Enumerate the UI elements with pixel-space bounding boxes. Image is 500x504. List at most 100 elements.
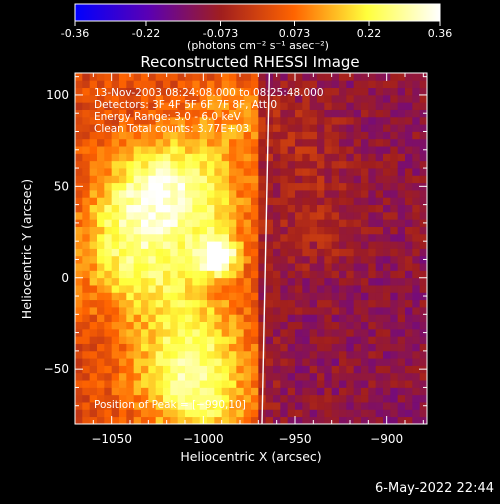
heatmap-cell — [265, 182, 274, 191]
heatmap-cell — [199, 380, 208, 388]
heatmap-cell — [199, 241, 208, 249]
heatmap-cell — [258, 80, 267, 89]
heatmap-cell — [302, 402, 311, 410]
heatmap-cell — [317, 182, 325, 191]
heatmap-cell — [199, 350, 208, 359]
heatmap-cell — [229, 116, 237, 125]
heatmap-cell — [302, 270, 311, 279]
heatmap-cell — [119, 336, 127, 344]
heatmap-cell — [265, 365, 274, 374]
heatmap-cell — [302, 153, 311, 162]
heatmap-cell — [133, 182, 142, 191]
heatmap-cell — [309, 372, 318, 381]
heatmap-cell — [258, 116, 267, 125]
heatmap-cell — [302, 94, 311, 103]
heatmap-cell — [309, 292, 318, 301]
heatmap-cell — [251, 73, 259, 81]
heatmap-cell — [375, 211, 384, 220]
heatmap-cell — [148, 80, 157, 89]
heatmap-cell — [97, 211, 105, 220]
heatmap-cell — [287, 402, 296, 410]
heatmap-cell — [390, 321, 399, 330]
heatmap-cell — [119, 402, 127, 410]
heatmap-cell — [111, 409, 120, 418]
heatmap-cell — [207, 307, 215, 315]
heatmap-cell — [273, 402, 281, 410]
heatmap-cell — [273, 328, 281, 337]
heatmap-cell — [82, 219, 91, 227]
heatmap-cell — [251, 285, 259, 293]
heatmap-cell — [97, 321, 105, 330]
heatmap-cell — [295, 219, 303, 227]
heatmap-cell — [368, 372, 377, 381]
heatmap-cell — [383, 131, 391, 140]
heatmap-cell — [287, 131, 296, 140]
heatmap-cell — [287, 102, 296, 110]
heatmap-cell — [104, 277, 113, 286]
heatmap-cell — [280, 402, 289, 410]
heatmap-cell — [126, 409, 135, 418]
heatmap-cell — [104, 285, 113, 293]
heatmap-cell — [397, 146, 406, 154]
heatmap-cell — [265, 109, 274, 118]
heatmap-cell — [368, 102, 377, 110]
heatmap-cell — [192, 116, 201, 125]
heatmap-cell — [251, 204, 259, 213]
heatmap-cell — [89, 255, 98, 264]
heatmap-cell — [133, 131, 142, 140]
heatmap-cell — [133, 233, 142, 242]
heatmap-cell — [273, 314, 281, 323]
heatmap-cell — [243, 299, 252, 308]
heatmap-cell — [214, 197, 223, 206]
heatmap-cell — [141, 285, 149, 293]
heatmap-cell — [397, 358, 406, 366]
heatmap-cell — [236, 109, 245, 118]
heatmap-cell — [89, 219, 98, 227]
heatmap-cell — [361, 190, 369, 198]
heatmap-cell — [236, 409, 245, 418]
heatmap-cell — [214, 73, 223, 81]
heatmap-cell — [339, 387, 347, 396]
heatmap-cell — [317, 299, 325, 308]
heatmap-cell — [111, 336, 120, 344]
heatmap-cell — [309, 328, 318, 337]
heatmap-cell — [192, 226, 201, 235]
annotation-energy-range: Energy Range: 3.0 - 6.0 keV — [94, 111, 242, 123]
heatmap-cell — [346, 241, 355, 249]
heatmap-cell — [346, 182, 355, 191]
heatmap-cell — [170, 241, 179, 249]
heatmap-cell — [353, 138, 362, 147]
heatmap-cell — [405, 402, 413, 410]
heatmap-cell — [324, 343, 333, 352]
heatmap-cell — [397, 109, 406, 118]
heatmap-cell — [221, 409, 230, 418]
heatmap-cell — [243, 146, 252, 154]
heatmap-cell — [390, 131, 399, 140]
heatmap-cell — [111, 285, 120, 293]
heatmap-cell — [155, 80, 164, 89]
heatmap-cell — [155, 409, 164, 418]
heatmap-cell — [170, 387, 179, 396]
heatmap-cell — [309, 387, 318, 396]
heatmap-cell — [309, 233, 318, 242]
heatmap-cell — [229, 358, 237, 366]
heatmap-cell — [353, 94, 362, 103]
heatmap-cell — [258, 168, 267, 176]
heatmap-cell — [177, 219, 186, 227]
heatmap-cell — [199, 248, 208, 257]
heatmap-cell — [258, 365, 267, 374]
heatmap-cell — [324, 336, 333, 344]
heatmap-cell — [75, 394, 83, 403]
heatmap-cell — [155, 350, 164, 359]
heatmap-cell — [119, 109, 127, 118]
heatmap-cell — [375, 87, 384, 96]
heatmap-cell — [185, 321, 193, 330]
heatmap-cell — [287, 94, 296, 103]
heatmap-cell — [148, 402, 157, 410]
heatmap-cell — [243, 241, 252, 249]
heatmap-cell — [236, 102, 245, 110]
heatmap-cell — [155, 138, 164, 147]
heatmap-cell — [361, 211, 369, 220]
heatmap-cell — [236, 153, 245, 162]
heatmap-cell — [104, 241, 113, 249]
